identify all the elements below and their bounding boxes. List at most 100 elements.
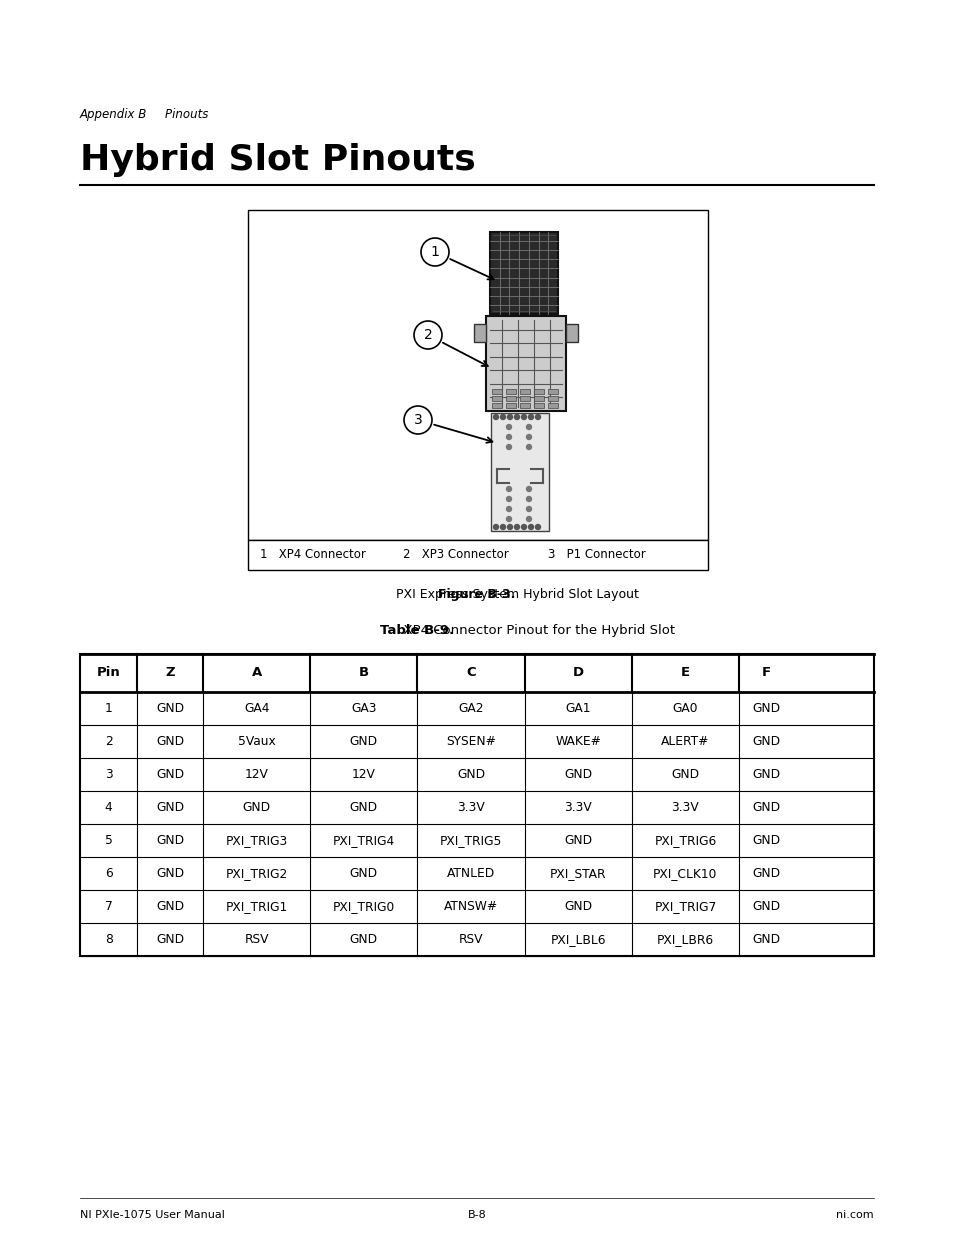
Circle shape (535, 525, 540, 530)
Text: GND: GND (242, 802, 271, 814)
Text: GND: GND (563, 768, 592, 781)
Text: PXI_TRIG3: PXI_TRIG3 (225, 834, 288, 847)
Circle shape (514, 415, 519, 420)
Text: GND: GND (156, 768, 184, 781)
Circle shape (526, 425, 531, 430)
Bar (505, 396, 516, 401)
Text: GND: GND (156, 900, 184, 913)
Circle shape (528, 415, 533, 420)
Circle shape (506, 445, 511, 450)
Text: GND: GND (156, 867, 184, 881)
Bar (485, 316, 565, 411)
Bar (534, 396, 543, 401)
Text: XP4 Connector Pinout for the Hybrid Slot: XP4 Connector Pinout for the Hybrid Slot (395, 624, 675, 637)
Text: 2   XP3 Connector: 2 XP3 Connector (402, 548, 508, 562)
Circle shape (507, 415, 512, 420)
Text: 3.3V: 3.3V (671, 802, 699, 814)
Bar (534, 389, 543, 394)
Bar (505, 403, 516, 408)
Text: PXI_CLK10: PXI_CLK10 (653, 867, 717, 881)
Bar (519, 396, 530, 401)
Text: ATNSW#: ATNSW# (443, 900, 497, 913)
Text: B-8: B-8 (467, 1210, 486, 1220)
Text: PXI_TRIG4: PXI_TRIG4 (333, 834, 395, 847)
Text: GND: GND (350, 932, 377, 946)
Text: PXI_TRIG5: PXI_TRIG5 (439, 834, 501, 847)
Text: GND: GND (752, 802, 781, 814)
Text: GND: GND (156, 932, 184, 946)
Text: 3   P1 Connector: 3 P1 Connector (547, 548, 645, 562)
Text: ALERT#: ALERT# (660, 735, 709, 748)
Bar (492, 403, 501, 408)
Text: RSV: RSV (458, 932, 483, 946)
Text: GA2: GA2 (457, 701, 483, 715)
Text: 8: 8 (105, 932, 112, 946)
Circle shape (500, 525, 505, 530)
Text: D: D (572, 667, 583, 679)
Text: PXI_TRIG0: PXI_TRIG0 (333, 900, 395, 913)
Text: 2: 2 (105, 735, 112, 748)
Text: PXI_TRIG2: PXI_TRIG2 (225, 867, 288, 881)
Bar (547, 389, 558, 394)
Text: 1: 1 (105, 701, 112, 715)
Circle shape (526, 487, 531, 492)
Bar (248, 540, 707, 571)
Circle shape (493, 525, 498, 530)
Circle shape (403, 406, 432, 433)
Text: 3: 3 (105, 768, 112, 781)
Text: Pin: Pin (96, 667, 120, 679)
Circle shape (414, 321, 441, 350)
Circle shape (506, 506, 511, 511)
Circle shape (506, 425, 511, 430)
Text: PXI_TRIG6: PXI_TRIG6 (654, 834, 716, 847)
Text: A: A (252, 667, 261, 679)
Text: GND: GND (563, 834, 592, 847)
Text: Z: Z (165, 667, 174, 679)
Text: GND: GND (156, 834, 184, 847)
Text: PXI_TRIG1: PXI_TRIG1 (225, 900, 288, 913)
Text: WAKE#: WAKE# (555, 735, 600, 748)
Text: 12V: 12V (352, 768, 375, 781)
Text: GA1: GA1 (565, 701, 590, 715)
Text: PXI_LBR6: PXI_LBR6 (657, 932, 713, 946)
Circle shape (500, 415, 505, 420)
Bar (490, 232, 558, 314)
Circle shape (526, 516, 531, 521)
Text: GND: GND (752, 768, 781, 781)
Text: GND: GND (350, 867, 377, 881)
Text: GND: GND (752, 867, 781, 881)
Text: GND: GND (752, 735, 781, 748)
Text: GND: GND (752, 701, 781, 715)
Text: 6: 6 (105, 867, 112, 881)
Text: Figure B-3.: Figure B-3. (437, 588, 516, 601)
Text: RSV: RSV (244, 932, 269, 946)
Text: F: F (761, 667, 771, 679)
Bar (505, 389, 516, 394)
Text: 7: 7 (105, 900, 112, 913)
Circle shape (420, 238, 449, 266)
Bar (547, 396, 558, 401)
Text: GND: GND (671, 768, 699, 781)
Text: GA3: GA3 (351, 701, 376, 715)
Text: ATNLED: ATNLED (446, 867, 495, 881)
Text: 3.3V: 3.3V (564, 802, 592, 814)
Text: 12V: 12V (245, 768, 269, 781)
Bar (534, 403, 543, 408)
Text: 1: 1 (430, 245, 439, 259)
Circle shape (506, 435, 511, 440)
Circle shape (493, 415, 498, 420)
Circle shape (507, 525, 512, 530)
Bar (547, 403, 558, 408)
Text: ni.com: ni.com (836, 1210, 873, 1220)
Circle shape (535, 415, 540, 420)
Circle shape (521, 525, 526, 530)
Circle shape (506, 487, 511, 492)
Text: GND: GND (752, 900, 781, 913)
Text: 2: 2 (423, 329, 432, 342)
Circle shape (526, 496, 531, 501)
Text: 5Vaux: 5Vaux (237, 735, 275, 748)
Circle shape (528, 525, 533, 530)
Text: Appendix B     Pinouts: Appendix B Pinouts (80, 107, 209, 121)
Text: GND: GND (156, 701, 184, 715)
Text: 5: 5 (105, 834, 112, 847)
